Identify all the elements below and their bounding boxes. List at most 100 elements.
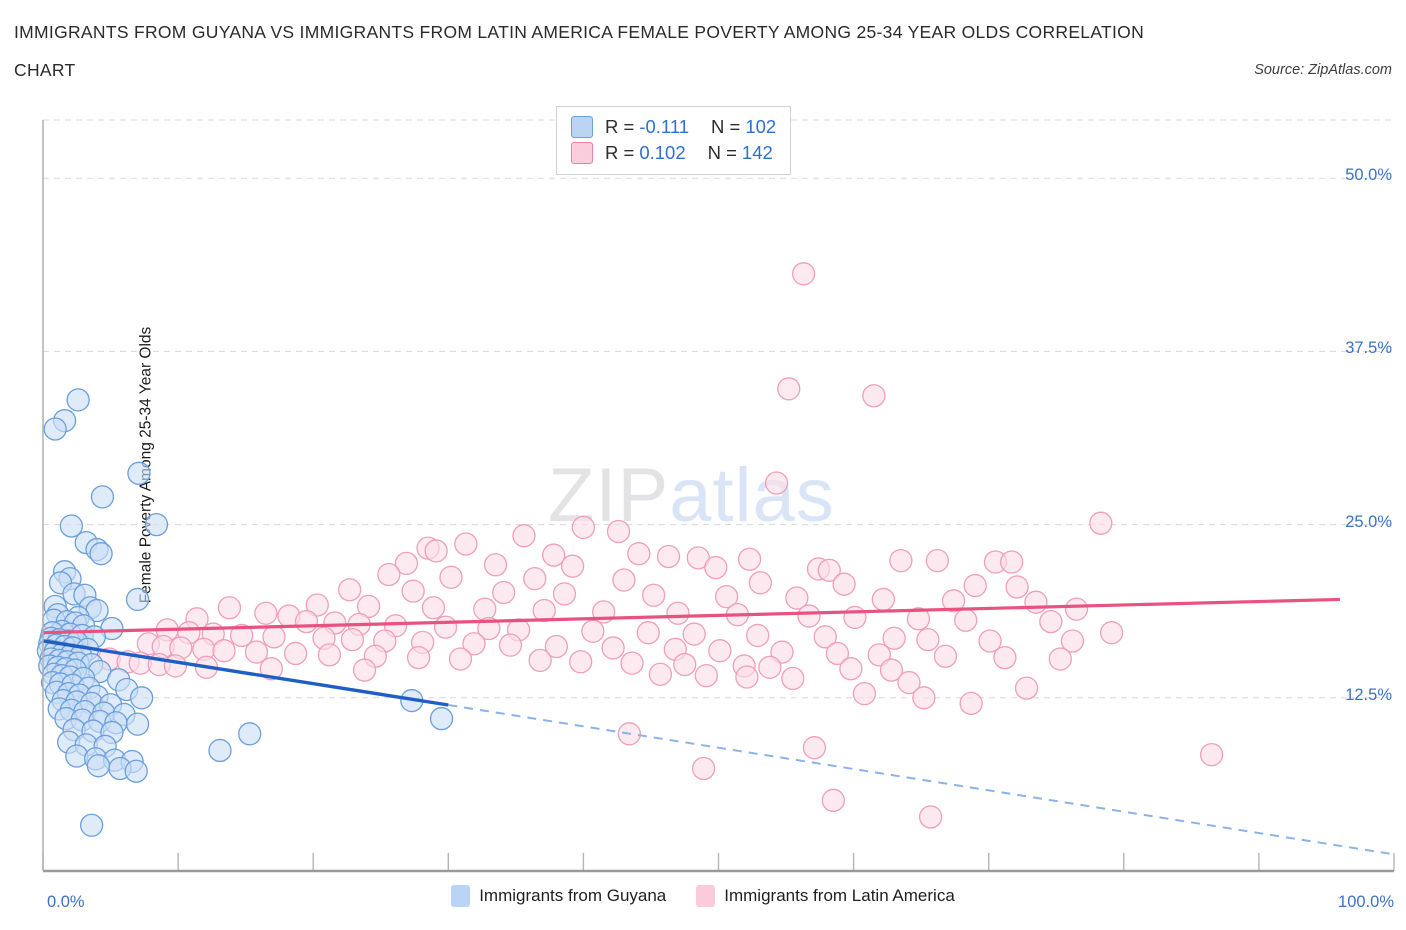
- scatter-point: [686, 546, 710, 570]
- scatter-point: [606, 519, 631, 544]
- scatter-point: [785, 586, 809, 610]
- scatter-point: [1099, 621, 1124, 645]
- scatter-point: [691, 756, 716, 781]
- scatter-point: [963, 573, 987, 598]
- scatter-point: [394, 551, 419, 576]
- scatter-point: [612, 568, 636, 592]
- scatter-point: [1089, 511, 1113, 535]
- scatter-point: [163, 654, 188, 678]
- y-tick-label-25: 25.0%: [1345, 512, 1392, 531]
- n-value-guyana: 102: [745, 116, 777, 137]
- scatter-point: [802, 736, 827, 760]
- stats-row-guyana: R = -0.111 N = 102: [571, 114, 776, 140]
- scatter-point: [560, 554, 585, 578]
- scatter-point: [714, 584, 739, 609]
- scatter-point: [636, 621, 660, 645]
- scatter-point: [758, 655, 782, 679]
- trend-line-latin-america: [42, 597, 1341, 635]
- scatter-point: [959, 691, 983, 715]
- r-value-latin-america: 0.102: [639, 142, 686, 163]
- scatter-point: [852, 681, 877, 706]
- scatter-point: [601, 636, 625, 660]
- scatter-point: [735, 665, 759, 689]
- scatter-point: [694, 663, 718, 688]
- r-label-guyana: R =: [605, 116, 635, 137]
- y-tick-label-12: 12.5%: [1345, 685, 1392, 704]
- scatter-point: [129, 686, 154, 710]
- scatter-point: [777, 377, 801, 401]
- scatter-point: [498, 633, 523, 657]
- r-value-guyana: -0.111: [639, 116, 690, 137]
- scatter-point: [817, 558, 841, 582]
- n-label-latin-america: N =: [707, 142, 737, 163]
- scatter-point: [925, 548, 950, 573]
- legend-swatch-guyana-icon: [571, 116, 593, 138]
- scatter-point: [512, 524, 536, 548]
- legend-marker-latin-america-icon: [696, 885, 716, 907]
- scatter-point: [552, 582, 577, 606]
- scatter-points-latin-america: [97, 262, 1224, 829]
- scatter-point: [821, 788, 845, 812]
- scatter-point: [238, 722, 262, 746]
- trend-lines: [42, 597, 1395, 856]
- scatter-point: [648, 662, 673, 686]
- scatter-point: [439, 565, 463, 589]
- scatter-point: [843, 605, 867, 630]
- scatter-point: [797, 604, 821, 628]
- scatter-point: [542, 543, 566, 567]
- scatter-point: [544, 634, 569, 659]
- scatter-point: [429, 706, 454, 731]
- scatter-point: [448, 647, 473, 671]
- scatter-point: [941, 589, 966, 613]
- page-title-line-2: CHART: [14, 60, 76, 80]
- scatter-point: [492, 580, 516, 605]
- scatter-point: [1014, 676, 1039, 700]
- scatter-point: [839, 657, 863, 681]
- scatter-point: [916, 627, 940, 652]
- legend-item-guyana[interactable]: Immigrants from Guyana: [451, 885, 666, 907]
- scatter-point: [406, 645, 431, 670]
- scatter-point: [1064, 597, 1089, 621]
- scatter-point: [813, 625, 837, 649]
- scatter-point: [421, 596, 446, 620]
- scatter-point: [1005, 575, 1029, 599]
- scatter-point: [746, 623, 770, 648]
- scatter-point: [59, 514, 84, 538]
- scatter-point: [906, 607, 931, 631]
- r-label-latin-america: R =: [605, 142, 635, 163]
- y-tick-label-37: 37.5%: [1345, 339, 1392, 358]
- scatter-point: [89, 542, 113, 566]
- scatter-point: [825, 641, 850, 666]
- scatter-point: [43, 417, 67, 441]
- scatter-point: [424, 539, 448, 563]
- scatter-point: [283, 641, 308, 666]
- scatter-point: [1024, 590, 1048, 614]
- scatter-point: [737, 547, 762, 571]
- x-tick-label-max: 100.0%: [1338, 893, 1394, 911]
- scatter-point: [532, 598, 556, 623]
- scatter-point: [401, 579, 425, 603]
- legend-item-latin-america[interactable]: Immigrants from Latin America: [696, 885, 955, 907]
- scatter-point: [356, 594, 381, 618]
- scatter-point: [627, 542, 651, 566]
- scatter-point: [1039, 609, 1063, 634]
- scatter-point: [338, 578, 362, 602]
- scatter-point: [454, 532, 478, 556]
- scatter-point: [244, 640, 269, 664]
- scatter-point: [208, 738, 232, 763]
- scatter-point: [673, 652, 697, 677]
- scatter-point: [656, 544, 681, 569]
- scatter-point: [229, 623, 254, 648]
- scatter-point: [682, 622, 706, 646]
- scatter-point: [764, 471, 789, 495]
- scatter-point: [781, 666, 805, 691]
- scatter-point: [317, 643, 342, 667]
- x-tick-label-min: 0.0%: [47, 893, 85, 911]
- legend-label-guyana: Immigrants from Guyana: [479, 886, 667, 905]
- scatter-point: [569, 650, 593, 674]
- scatter-point: [862, 384, 886, 408]
- scatter-point: [791, 262, 816, 286]
- n-label-guyana: N =: [711, 116, 741, 137]
- legend-label-latin-america: Immigrants from Latin America: [724, 886, 955, 905]
